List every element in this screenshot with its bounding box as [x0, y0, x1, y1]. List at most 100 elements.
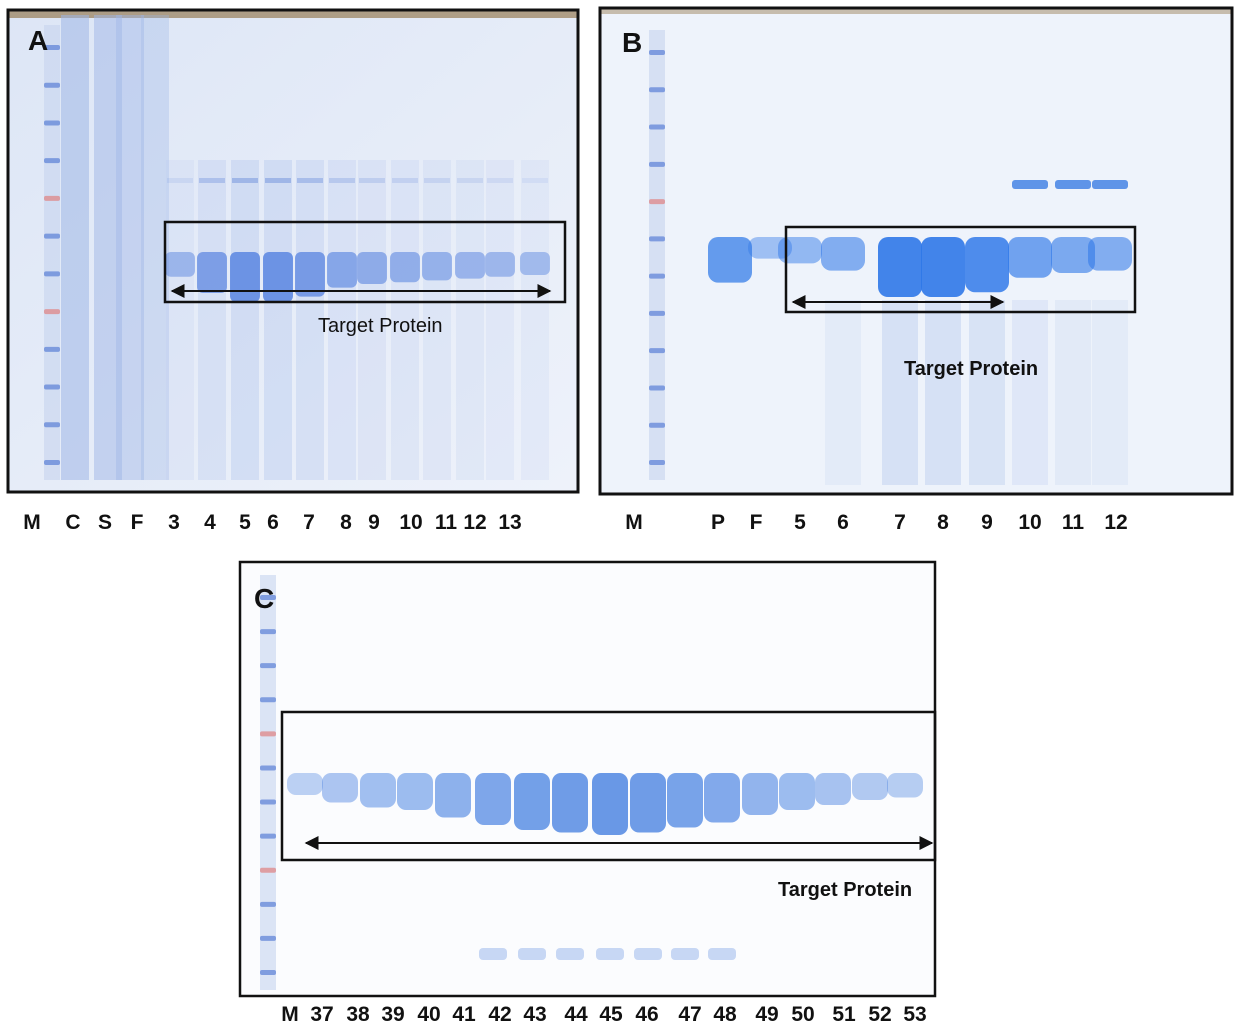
lane-smear: [231, 160, 259, 480]
band: [435, 773, 471, 818]
lane-smear: [166, 160, 194, 480]
band: [878, 237, 922, 297]
marker-band: [649, 460, 665, 465]
band: [392, 178, 418, 183]
lane-label: 48: [713, 1003, 737, 1026]
lane-label: 5: [239, 511, 251, 534]
lane-smear: [486, 160, 514, 480]
band: [552, 773, 588, 833]
lane-label: 43: [523, 1003, 546, 1026]
gel-edge: [8, 10, 578, 18]
lane-label: 5: [794, 511, 806, 534]
lane-label: 11: [435, 511, 458, 534]
marker-band: [44, 460, 60, 465]
annotation: Target Protein: [318, 315, 443, 337]
band: [821, 237, 865, 271]
band: [479, 948, 507, 960]
band: [197, 252, 227, 293]
band: [815, 773, 851, 805]
lane-label: 39: [381, 1003, 404, 1026]
marker-band: [649, 124, 665, 130]
lane-label: 11: [1062, 511, 1085, 534]
band: [263, 252, 293, 302]
marker-band: [649, 50, 665, 55]
marker-band: [649, 87, 665, 93]
lane-label: 47: [678, 1003, 701, 1026]
band: [522, 178, 548, 183]
marker-lane: [260, 575, 276, 990]
band: [1008, 237, 1052, 278]
band: [852, 773, 888, 800]
lane-smear: [423, 160, 451, 480]
band: [667, 773, 703, 828]
lane-label: M: [625, 511, 643, 534]
lane-label: 12: [463, 511, 486, 534]
lane-label: P: [711, 511, 725, 534]
lane-label: 6: [837, 511, 849, 534]
lane-smear: [358, 160, 386, 480]
target-box: [163, 220, 567, 304]
lane-smear: [198, 160, 226, 480]
marker-band: [260, 901, 276, 907]
lane-label: F: [131, 511, 144, 534]
target-box: [280, 710, 937, 862]
band: [779, 773, 815, 810]
band: [485, 252, 515, 277]
lane-label: 37: [310, 1003, 333, 1026]
band: [232, 178, 258, 183]
band: [518, 948, 546, 960]
annotation: Target Protein: [904, 358, 1038, 380]
lane-label: 50: [791, 1003, 814, 1026]
band: [329, 178, 355, 183]
marker-band: [260, 799, 276, 805]
marker-band: [260, 833, 276, 839]
marker-band: [44, 384, 60, 390]
band: [424, 178, 450, 183]
band: [297, 178, 323, 183]
band: [360, 773, 396, 808]
marker-band: [649, 273, 665, 279]
marker-band: [260, 595, 276, 600]
marker-band: [649, 385, 665, 391]
band: [887, 773, 923, 798]
lane-smear: [1012, 300, 1048, 485]
frames: [6, 6, 1234, 998]
lane-label: 53: [903, 1003, 926, 1026]
marker-band: [44, 271, 60, 277]
band: [230, 252, 260, 302]
band: [199, 178, 225, 183]
annotation: Target Protein: [778, 879, 912, 901]
band: [596, 948, 624, 960]
lane-smear: [969, 300, 1005, 485]
band: [327, 252, 357, 288]
lane-label: 52: [868, 1003, 891, 1026]
band: [671, 948, 699, 960]
lane-smear: [328, 160, 356, 480]
lane-label: C: [65, 511, 80, 534]
lane-label: 12: [1104, 511, 1127, 534]
marker-band: [260, 697, 276, 703]
band: [455, 252, 485, 279]
lane-label: 45: [599, 1003, 623, 1026]
lane-smear: [296, 160, 324, 480]
panel-label: A: [28, 25, 48, 56]
marker-band: [44, 195, 60, 201]
band: [165, 252, 195, 277]
lane-smear: [264, 160, 292, 480]
band: [287, 773, 323, 795]
band: [704, 773, 740, 823]
smear: [94, 15, 122, 480]
marker-band: [260, 629, 276, 635]
lane-label: S: [98, 511, 112, 534]
lane-label: M: [23, 511, 41, 534]
lane-label: 3: [168, 511, 180, 534]
marker-band: [649, 161, 665, 167]
target-box: [784, 225, 1137, 314]
band: [1051, 237, 1095, 273]
lane-smear: [882, 300, 918, 485]
marker-band: [260, 731, 276, 737]
lane-label: 8: [937, 511, 949, 534]
marker-band: [44, 120, 60, 126]
marker-lane: [649, 30, 665, 480]
band: [1088, 237, 1132, 271]
